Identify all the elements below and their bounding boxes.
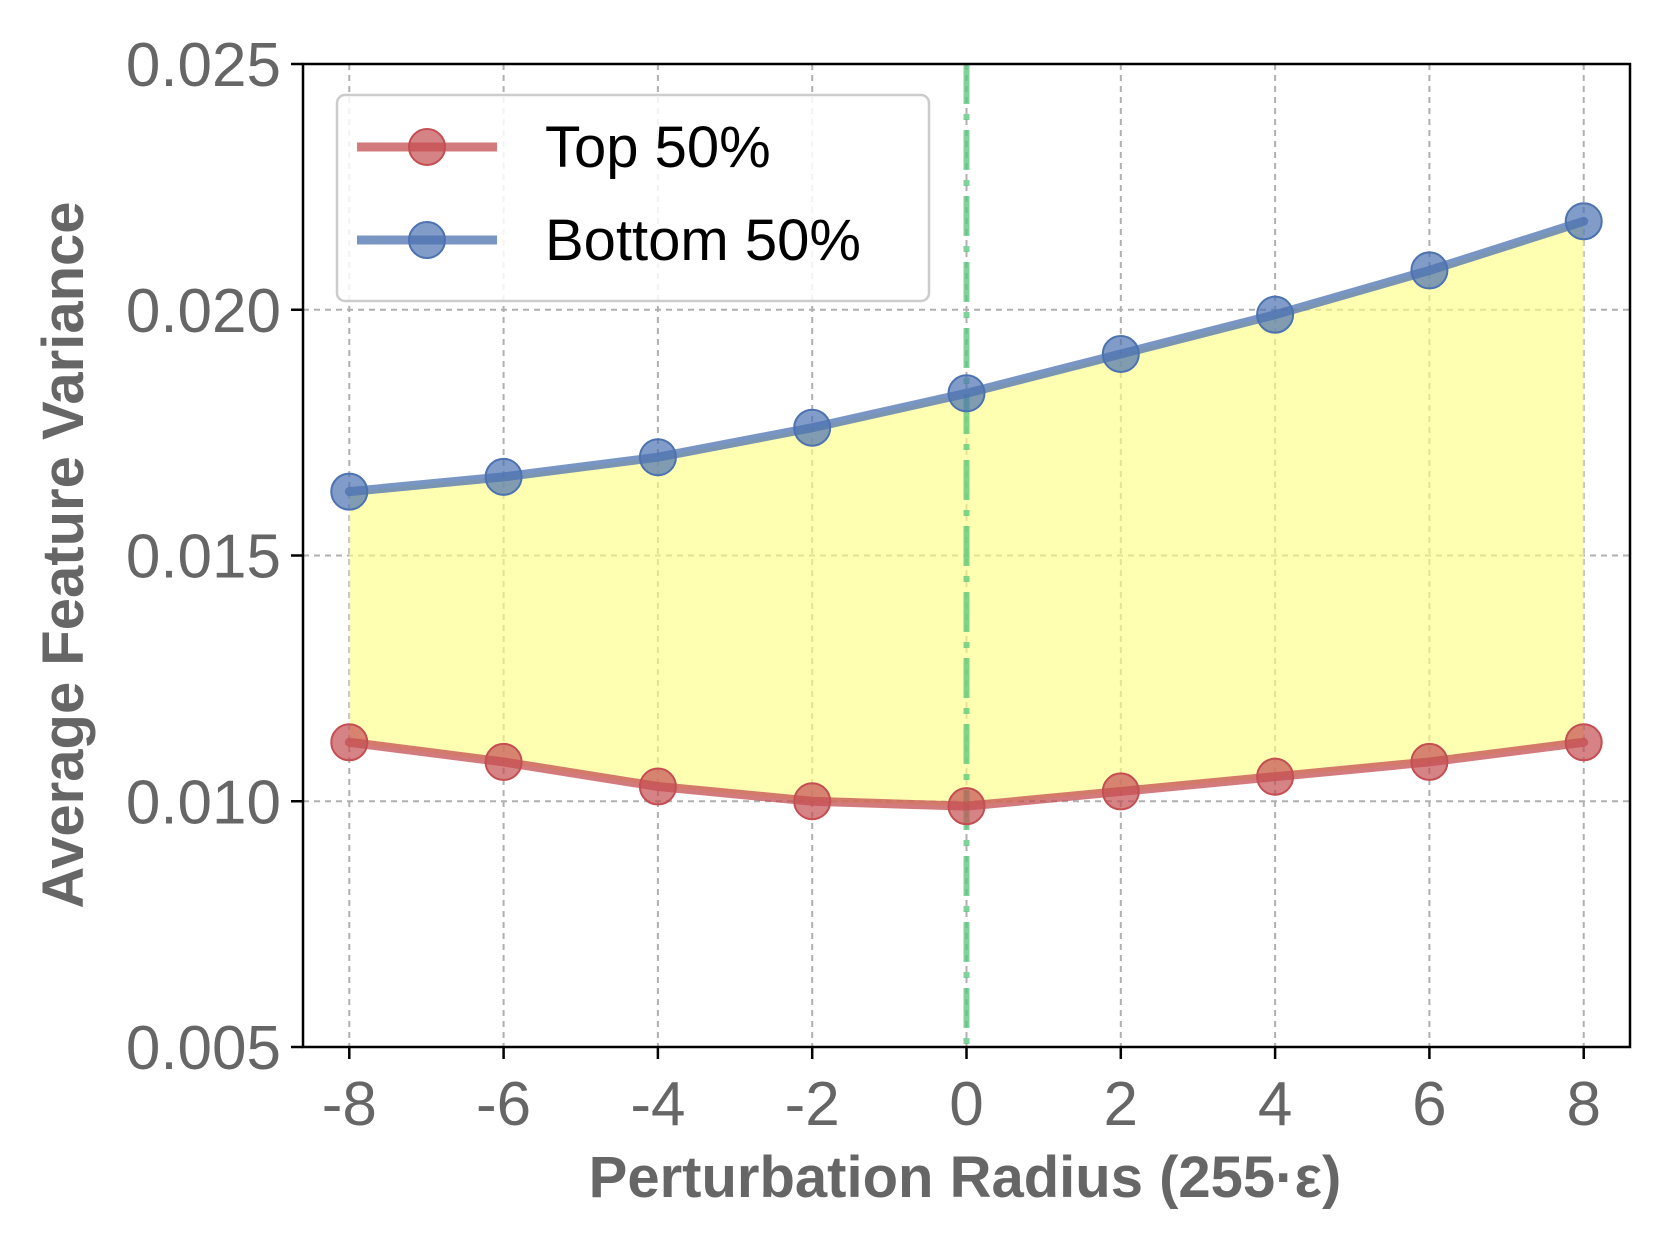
x-tick-label: 0: [949, 1070, 983, 1139]
x-tick-label: -4: [630, 1070, 685, 1139]
series-1-point: [947, 374, 986, 413]
series-1-point: [638, 438, 677, 477]
series-1-point: [330, 472, 369, 511]
x-tick-label: 4: [1258, 1070, 1292, 1139]
x-axis-label: Perturbation Radius (255·ε): [589, 1145, 1342, 1210]
y-ticks: 0.005 0.010 0.015 0.020 0.025: [126, 31, 303, 1083]
x-ticks: -8 -6 -4 -2 0 2 4 6 8: [322, 1047, 1601, 1139]
series-0-point: [330, 723, 369, 762]
y-tick-label: 0.010: [126, 768, 281, 837]
x-tick-label: -2: [785, 1070, 840, 1139]
x-tick-label: 6: [1412, 1070, 1446, 1139]
series-0-point: [638, 767, 677, 806]
series-1-point: [793, 408, 832, 447]
series-1-point: [1564, 202, 1603, 241]
y-tick-label: 0.025: [126, 31, 281, 100]
series-1-point: [1410, 251, 1449, 290]
series-0-point: [1564, 723, 1603, 762]
x-tick-label: -8: [322, 1070, 377, 1139]
series-0-point: [793, 782, 832, 821]
series-0-point: [484, 742, 523, 781]
y-axis-label: Average Feature Variance: [31, 201, 96, 908]
series-1-point: [484, 457, 523, 496]
y-tick-label: 0.005: [126, 1014, 281, 1083]
y-tick-label: 0.015: [126, 523, 281, 592]
series-0-point: [1101, 772, 1140, 811]
y-tick-label: 0.020: [126, 277, 281, 346]
legend-label-bottom: Bottom 50%: [545, 208, 861, 273]
legend-swatch-marker-bottom: [408, 221, 446, 259]
series-1-point: [1101, 334, 1140, 373]
x-tick-label: 2: [1104, 1070, 1138, 1139]
series-0-point: [1410, 742, 1449, 781]
x-tick-label: -6: [476, 1070, 531, 1139]
series-0-point: [947, 787, 986, 826]
legend-label-top: Top 50%: [545, 115, 771, 180]
legend: Top 50% Bottom 50%: [335, 93, 931, 303]
x-tick-label: 8: [1566, 1070, 1600, 1139]
series-0-point: [1256, 757, 1295, 796]
series-1-point: [1256, 295, 1295, 334]
series-layer: [330, 202, 1603, 826]
legend-swatch-marker-top: [408, 128, 446, 166]
